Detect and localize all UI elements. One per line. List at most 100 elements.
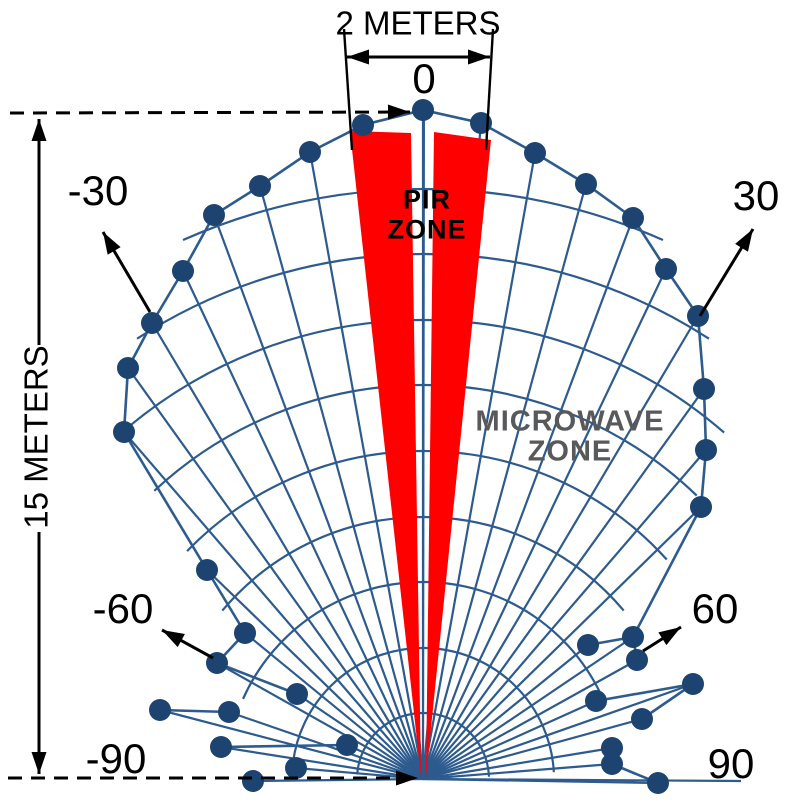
radial-line [422, 315, 699, 780]
radial-line [422, 636, 634, 780]
radial-line [422, 388, 705, 780]
coverage-dot [234, 622, 256, 644]
coverage-dot [601, 737, 623, 759]
coverage-dot [286, 683, 308, 705]
coverage-dot [626, 649, 648, 671]
radial-line [216, 662, 424, 780]
coverage-dot [622, 626, 644, 648]
radial-line [422, 659, 638, 780]
radial-line [127, 367, 424, 780]
arrow-head [658, 627, 681, 646]
label-pir-zone-line1: PIR [402, 184, 452, 215]
label-15-meters: 15 METERS [17, 345, 55, 529]
radial-line [422, 746, 613, 781]
dimension-extension-line [484, 28, 495, 151]
coverage-dot [352, 114, 374, 136]
coverage-dot [299, 141, 321, 163]
label-angle-plus30: 30 [732, 172, 780, 219]
baseline-line [422, 777, 742, 783]
coverage-dot [149, 699, 171, 721]
radial-line [308, 151, 425, 780]
coverage-dot [196, 559, 218, 581]
radial-line [422, 506, 702, 780]
coverage-dot [690, 496, 712, 518]
radial-line [258, 185, 425, 780]
label-angle-plus60: 60 [691, 585, 739, 632]
radial-line [421, 183, 588, 780]
radial-line [212, 214, 425, 780]
coverage-dot [655, 258, 677, 280]
coverage-dot [622, 207, 644, 229]
label-pir-zone-line2: ZONE [387, 214, 467, 245]
coverage-dot [141, 312, 163, 334]
label-microwave-zone-line2: ZONE [527, 435, 613, 468]
label-angle-0: 0 [412, 55, 436, 102]
center-axis-line [422, 110, 425, 780]
coverage-dot [577, 634, 599, 656]
coverage-dot [210, 736, 232, 758]
coverage-dot [218, 701, 240, 723]
lobe-connector [220, 743, 348, 749]
label-2-meters: 2 METERS [335, 4, 501, 42]
coverage-dot [336, 734, 358, 756]
radial-line [252, 777, 424, 783]
coverage-dot [575, 173, 597, 195]
arrow-head [387, 104, 410, 120]
radial-line [422, 644, 589, 780]
coverage-dot [117, 357, 139, 379]
coverage-dot [285, 757, 307, 779]
lobe-connector [122, 431, 209, 571]
label-angle-plus90: 90 [707, 740, 755, 787]
radial-line [123, 431, 424, 780]
lobe-connector [595, 682, 694, 703]
coverage-dot [412, 99, 434, 121]
radial-line [151, 322, 424, 780]
radial-line [422, 449, 707, 780]
coverage-dot [242, 770, 264, 792]
lobe-connector [631, 506, 703, 638]
range-arc [153, 383, 698, 497]
radial-line [422, 717, 643, 781]
radial-line [421, 152, 537, 780]
radial-line [159, 708, 424, 781]
radial-line [422, 699, 597, 781]
coverage-dot [601, 753, 623, 775]
arrow-head [347, 49, 369, 65]
reference-dashed-line [9, 110, 411, 115]
label-angle-minus30: -30 [67, 167, 129, 214]
arrow-head [396, 770, 418, 786]
coverage-dot [682, 673, 704, 695]
pir-wedge [350, 131, 421, 777]
label-microwave-zone-line1: MICROWAVE [475, 405, 665, 438]
radial-line [422, 268, 667, 780]
coverage-dot [631, 708, 653, 730]
radial-line [182, 270, 424, 780]
radial-line [422, 682, 694, 781]
range-arc [186, 449, 668, 561]
radial-line [220, 745, 424, 781]
arrow-head [162, 630, 185, 648]
pir-wedge [426, 132, 491, 777]
radial-line [244, 632, 424, 780]
lobe-connector [205, 569, 247, 634]
radial-line [421, 217, 635, 780]
label-angle-minus60: -60 [92, 585, 154, 632]
coverage-dot [172, 260, 194, 282]
coverage-dot [524, 142, 546, 164]
arrow-head [31, 119, 47, 141]
coverage-dot [693, 378, 715, 400]
arrow-head [31, 752, 47, 774]
radial-line [296, 693, 424, 780]
arrow-head [468, 49, 490, 65]
coverage-dot [585, 690, 607, 712]
coverage-dot [203, 204, 225, 226]
label-angle-minus90: -90 [85, 735, 147, 782]
lobe-connector [159, 708, 230, 714]
radial-line [422, 762, 613, 781]
coverage-dot [113, 421, 135, 443]
radial-line [346, 743, 424, 781]
lobe-connector [216, 661, 298, 696]
coverage-dot [647, 772, 669, 794]
